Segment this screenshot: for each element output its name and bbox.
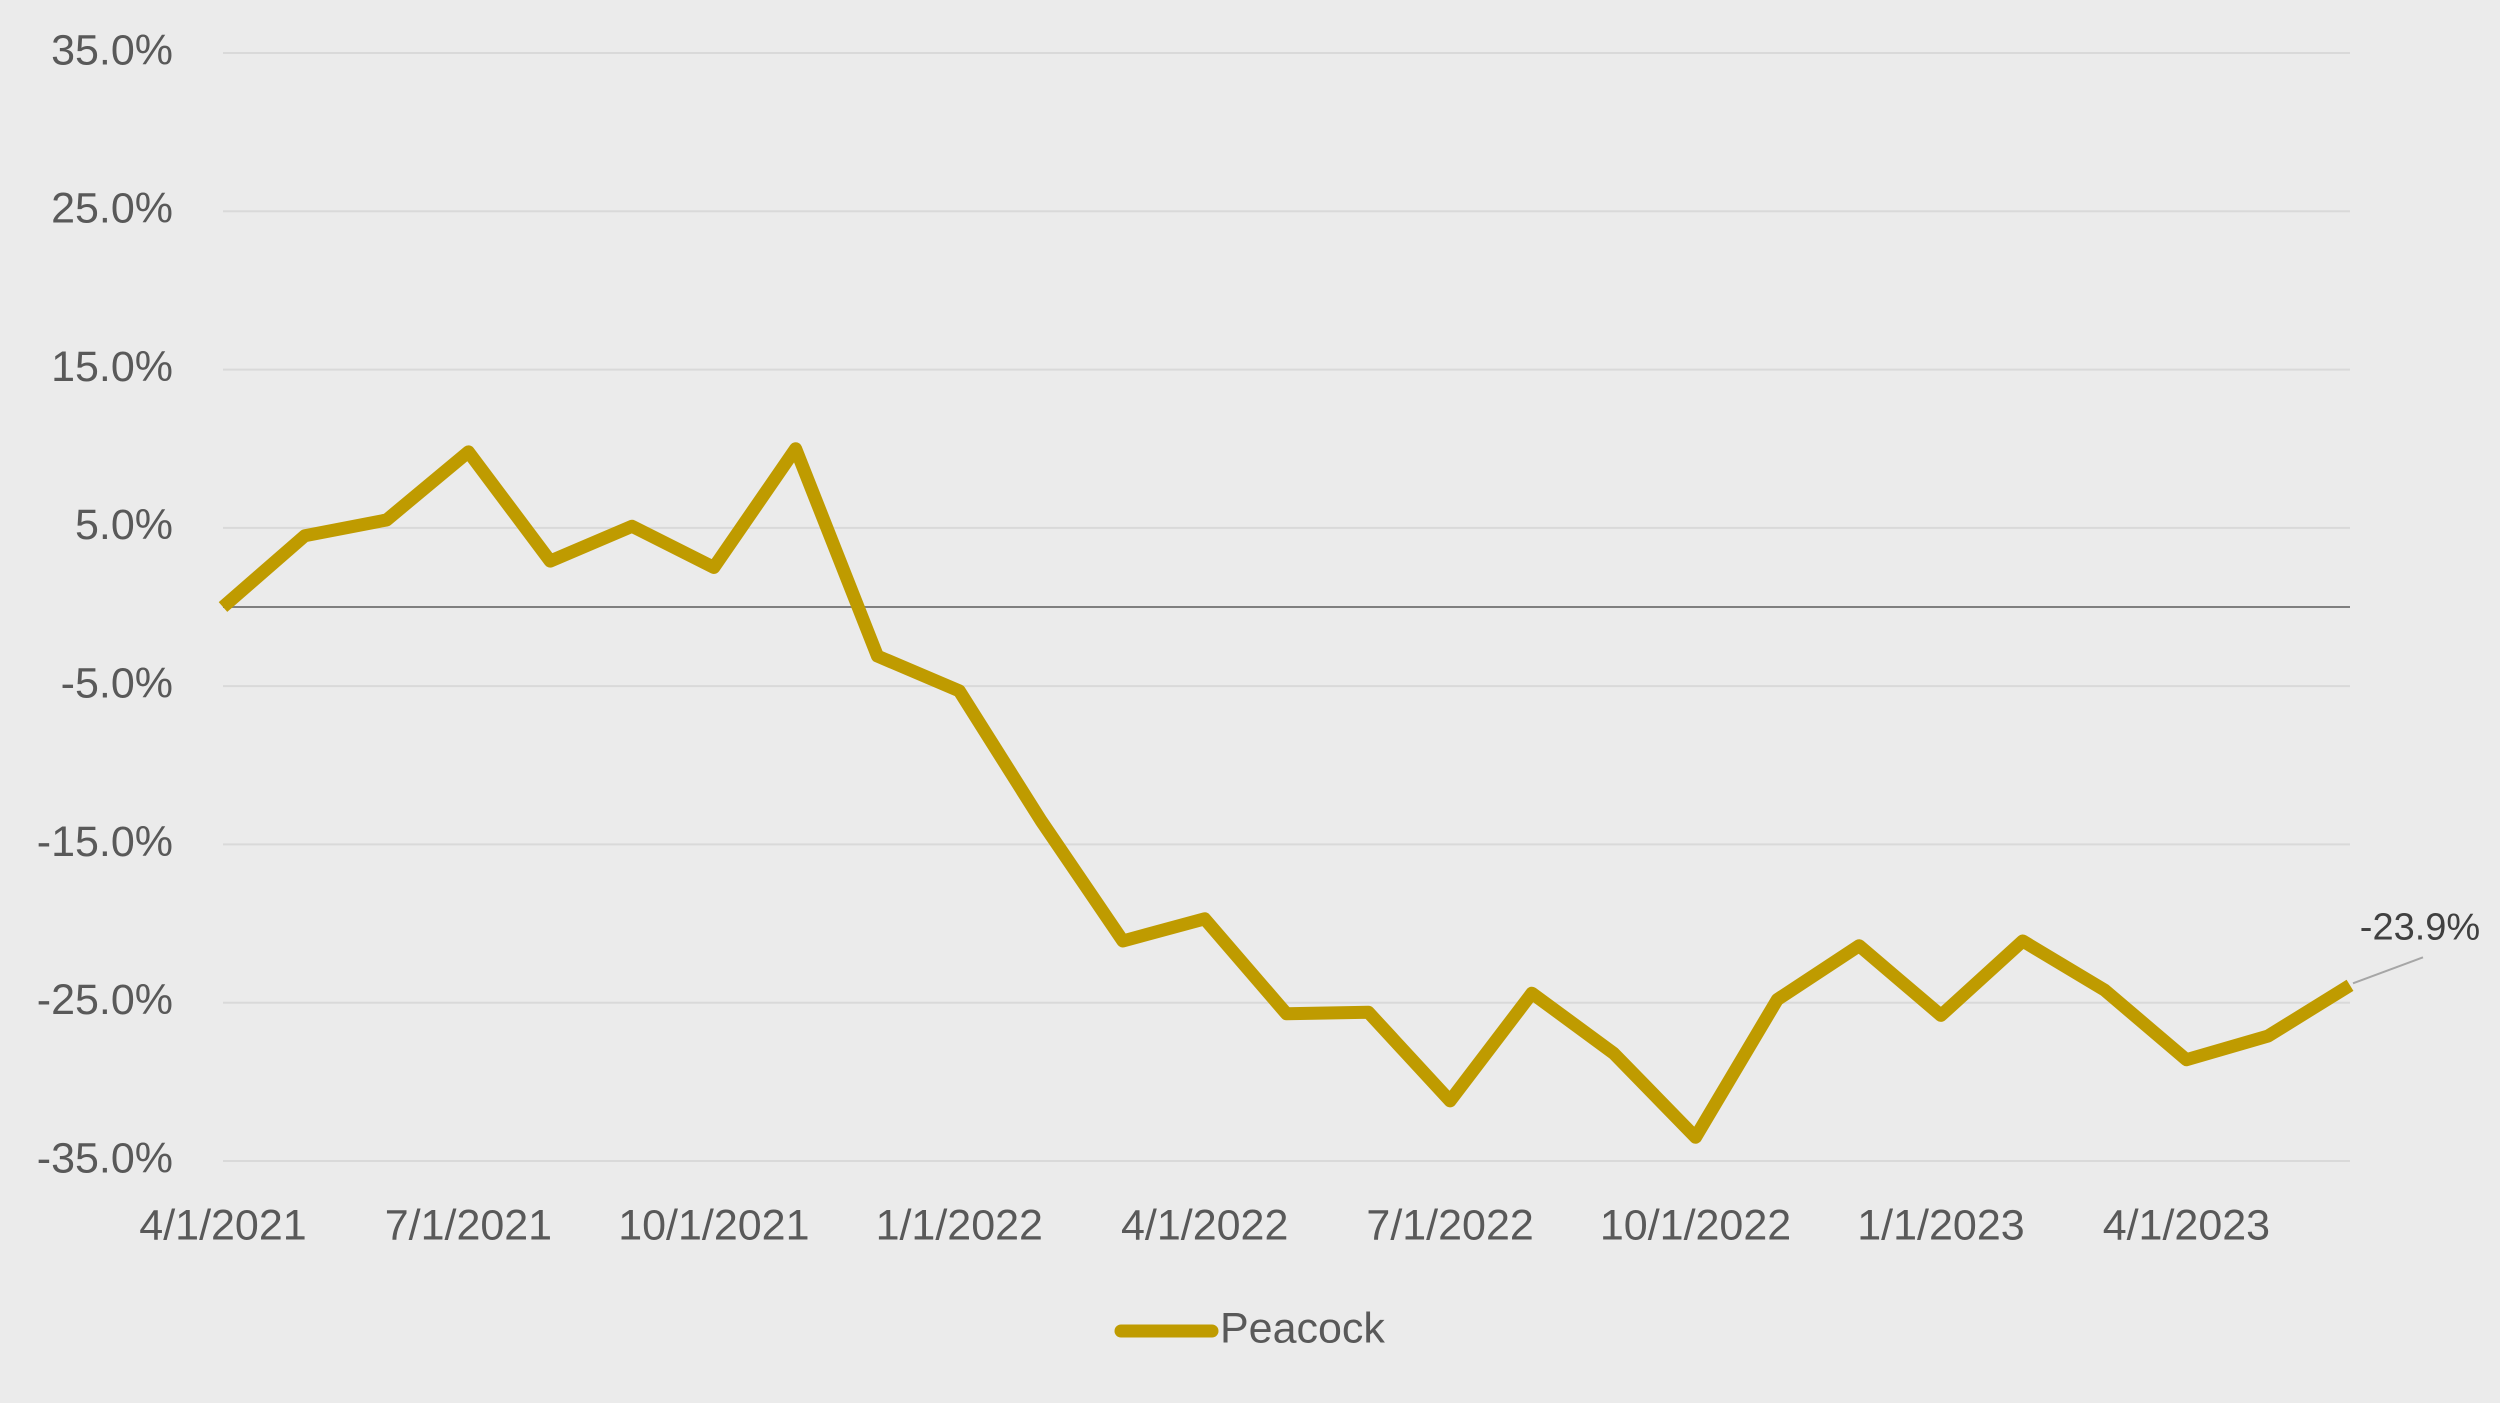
y-tick-label: -15.0% [37,818,173,866]
y-tick-label: 15.0% [51,343,173,391]
y-tick-label: 25.0% [51,185,173,233]
x-tick-label: 4/1/2022 [1121,1201,1288,1249]
legend-label: Peacock [1220,1304,1385,1352]
label-leader [2352,956,2424,985]
x-tick-label: 4/1/2021 [139,1201,306,1249]
y-tick-label: 5.0% [75,501,173,549]
x-tick-label: 10/1/2022 [1600,1201,1791,1249]
y-tick-label: -35.0% [37,1134,173,1182]
y-tick-label: -5.0% [61,660,173,708]
x-tick-label: 1/1/2023 [1857,1201,2024,1249]
x-tick-label: 7/1/2021 [385,1201,552,1249]
x-tick-label: 7/1/2022 [1366,1201,1533,1249]
y-tick-label: 35.0% [51,26,173,74]
y-tick-label: -25.0% [37,976,173,1024]
x-tick-label: 1/1/2022 [876,1201,1043,1249]
data-label: -23.9% [2360,906,2480,948]
series-line [218,442,2354,1144]
x-tick-label: 10/1/2021 [618,1201,809,1249]
x-tick-label: 4/1/2023 [2103,1201,2270,1249]
